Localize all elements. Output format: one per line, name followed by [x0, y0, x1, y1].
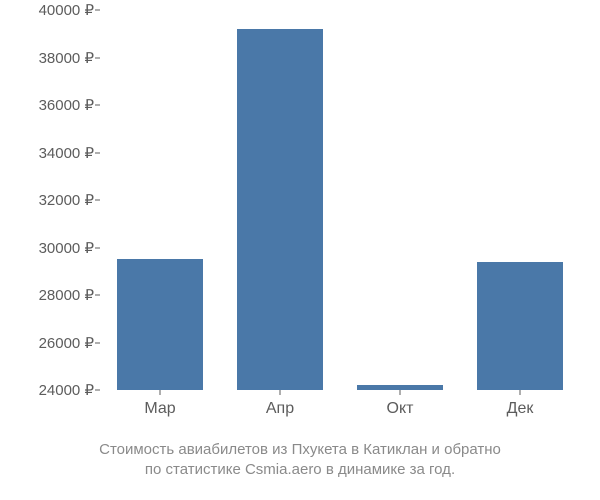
- x-tick-label: Окт: [387, 400, 414, 418]
- y-tick-label: 26000 ₽: [39, 334, 94, 352]
- y-tick-label: 30000 ₽: [39, 239, 94, 257]
- y-tick-label: 40000 ₽: [39, 1, 94, 19]
- y-tick-label: 32000 ₽: [39, 191, 94, 209]
- chart-container: 24000 ₽ 26000 ₽ 28000 ₽ 30000 ₽ 32000 ₽ 34000…: [20, 10, 580, 430]
- y-tick-label: 28000 ₽: [39, 286, 94, 304]
- chart-caption: Стоимость авиабилетов из Пхукета в Катик…: [0, 440, 600, 481]
- x-tick-mark: [520, 390, 521, 395]
- x-tick-label: Дек: [507, 400, 534, 418]
- y-tick-label: 34000 ₽: [39, 144, 94, 162]
- bar: [117, 259, 203, 390]
- x-tick-label: Мар: [144, 400, 175, 418]
- x-axis: Мар Апр Окт Дек: [100, 390, 580, 430]
- y-tick-label: 36000 ₽: [39, 96, 94, 114]
- x-tick-mark: [400, 390, 401, 395]
- plot-area: [100, 10, 580, 390]
- caption-line-2: по статистике Csmia.aero в динамике за г…: [145, 461, 455, 478]
- x-tick-mark: [280, 390, 281, 395]
- y-axis: 24000 ₽26000 ₽28000 ₽30000 ₽32000 ₽34000…: [20, 10, 100, 390]
- x-tick-mark: [160, 390, 161, 395]
- bar: [477, 262, 563, 390]
- y-tick-label: 38000 ₽: [39, 49, 94, 67]
- y-tick-label: 24000 ₽: [39, 381, 94, 399]
- caption-line-1: Стоимость авиабилетов из Пхукета в Катик…: [99, 441, 501, 458]
- bar: [237, 29, 323, 390]
- x-tick-label: Апр: [266, 400, 294, 418]
